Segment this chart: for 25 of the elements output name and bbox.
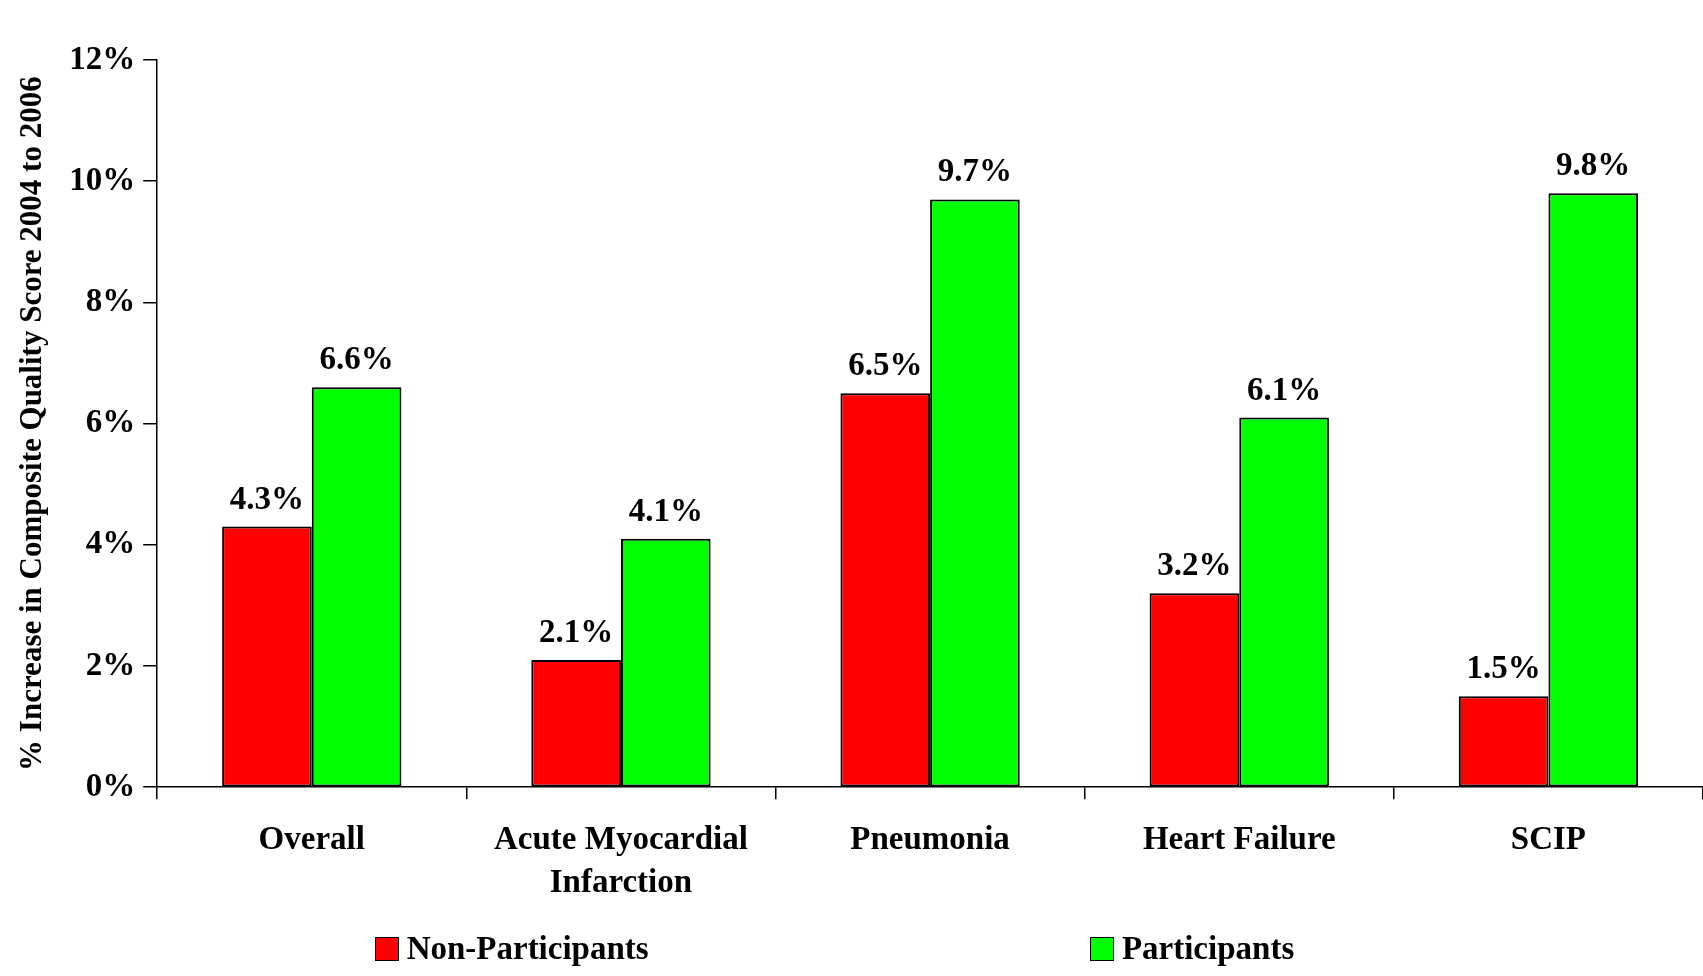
data-label: 3.2% [1157,546,1232,583]
data-label: 9.7% [937,152,1013,189]
y-tick-label: 12% [69,39,136,76]
data-label: 2.1% [538,612,614,649]
y-tick-label: 4% [85,524,136,561]
legend-label: Participants [1121,930,1295,967]
data-label: 4.1% [628,491,703,528]
y-tick-label: 2% [85,645,136,682]
x-tick-label: SCIP [1510,820,1587,857]
data-label: 1.5% [1466,649,1541,686]
y-tick-label: 0% [85,766,136,803]
data-label: 9.8% [1556,146,1631,183]
data-label: 4.3% [229,479,305,516]
x-tick-label: Overall [258,820,365,857]
x-tick-label: Pneumonia [850,820,1010,857]
data-label: 6.6% [319,340,394,377]
legend-label: Non-Participants [406,930,649,967]
data-label: 6.1% [1246,370,1322,407]
x-tick-label: Heart Failure [1142,820,1336,857]
y-tick-label: 10% [69,160,136,197]
y-tick-label: 8% [85,281,136,318]
data-label: 6.5% [848,346,923,383]
x-tick-label: Acute Myocardial Infarction [494,820,748,900]
y-axis-title: % Increase in Composite Quality Score 2004 to 2006 [12,76,48,771]
y-tick-label: 6% [85,403,136,440]
